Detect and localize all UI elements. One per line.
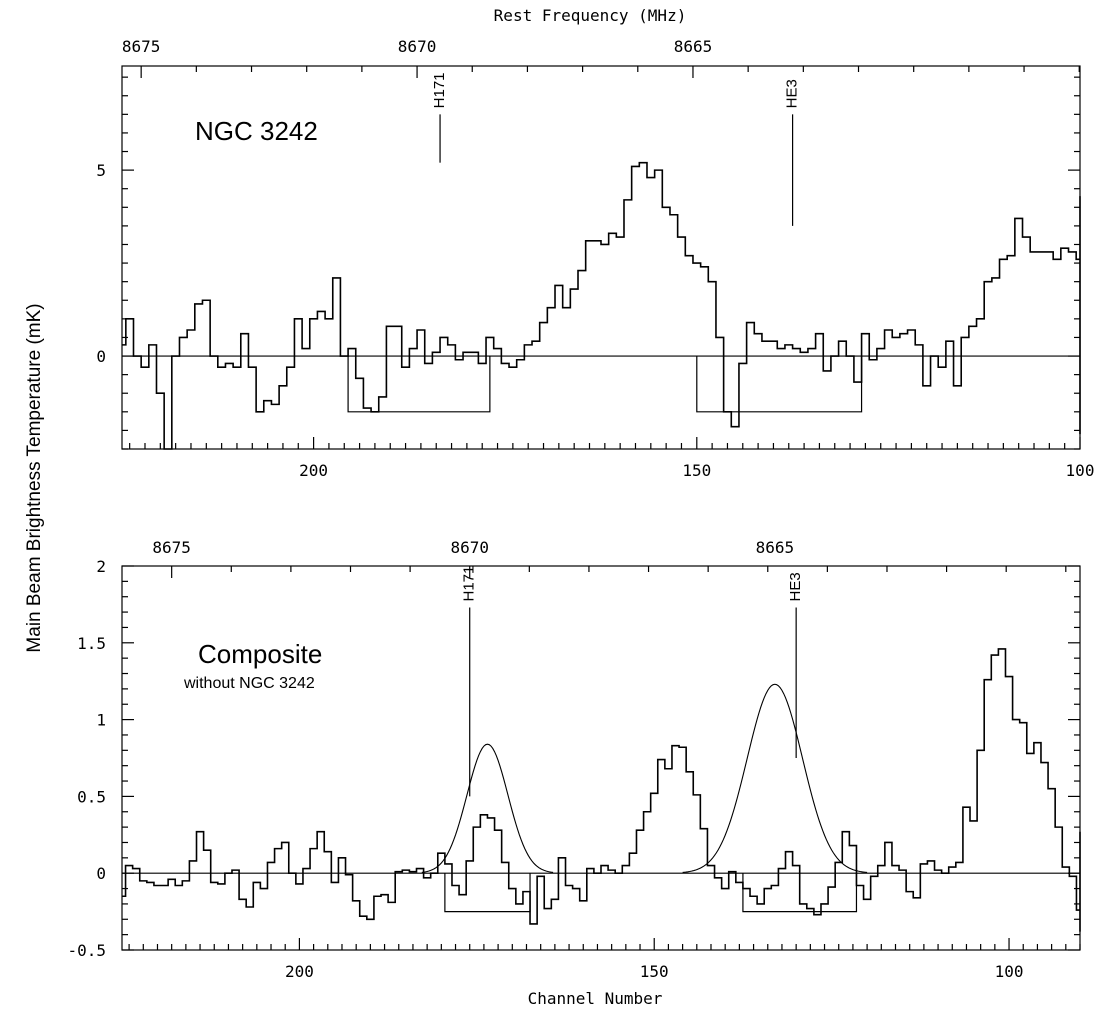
top-tick-label: 8665 <box>756 538 795 557</box>
tick-labels: 200 150 100 8675 8670 8665 -0.5 0 0.5 1 1.5 2 <box>67 538 1023 981</box>
integration-window <box>696 356 863 413</box>
y-tick-label: 1.5 <box>77 634 106 653</box>
y-tick-label: 0.5 <box>77 787 106 806</box>
top-tick-label: 8670 <box>450 538 489 557</box>
top-axis-title: Rest Frequency (MHz) <box>494 6 687 25</box>
ticks-group <box>122 565 1081 951</box>
y-tick-label: -0.5 <box>67 941 106 960</box>
line-marker-label: H171 <box>431 72 448 108</box>
gaussian-fit <box>421 683 868 874</box>
x-tick-label: 100 <box>995 962 1024 981</box>
line-marker-label: H171 <box>461 566 478 602</box>
y-tick-label: 5 <box>96 161 106 180</box>
panel-title: NGC 3242 <box>195 116 318 146</box>
x-tick-label: 200 <box>285 962 314 981</box>
spectrum-series <box>122 648 1081 932</box>
integration-window <box>742 873 858 913</box>
integration-window <box>347 356 491 413</box>
x-tick-label: 100 <box>1066 461 1095 480</box>
top-tick-label: 8675 <box>152 538 191 557</box>
integration-windows <box>347 356 863 413</box>
line-markers: H171 HE3 <box>461 566 804 797</box>
line-marker-label: HE3 <box>787 572 804 601</box>
x-tick-label: 150 <box>682 461 711 480</box>
y-tick-label: 1 <box>96 711 106 730</box>
ticks-group <box>122 66 1081 450</box>
integration-windows <box>444 873 858 913</box>
bottom-axis-title: Channel Number <box>528 989 663 1008</box>
top-tick-label: 8670 <box>398 37 437 56</box>
y-axis-label: Main Beam Brightness Temperature (mK) <box>24 303 45 652</box>
integration-window <box>444 873 531 913</box>
spectrum-series <box>122 161 1081 450</box>
tick-labels: 200 150 100 8675 8670 8665 0 5 <box>96 37 1094 480</box>
x-tick-label: 150 <box>640 962 669 981</box>
panel-title: Composite <box>198 639 322 669</box>
y-tick-label: 2 <box>96 557 106 576</box>
panel-ngc3242: H171 HE3 200 150 100 8675 8670 8665 0 5 NGC 3242 <box>96 37 1094 480</box>
plot-frame <box>121 565 1081 951</box>
y-tick-label: 0 <box>96 864 106 883</box>
top-tick-label: 8675 <box>122 37 161 56</box>
top-tick-label: 8665 <box>674 37 713 56</box>
x-tick-label: 200 <box>299 461 328 480</box>
line-marker-label: HE3 <box>784 79 801 108</box>
panel-subtitle: without NGC 3242 <box>183 675 315 692</box>
y-tick-label: 0 <box>96 347 106 366</box>
line-markers: H171 HE3 <box>431 72 801 226</box>
panel-composite: H171 HE3 200 150 100 8675 8670 8665 -0.5 0 0.5 1 1.… <box>67 538 1081 981</box>
